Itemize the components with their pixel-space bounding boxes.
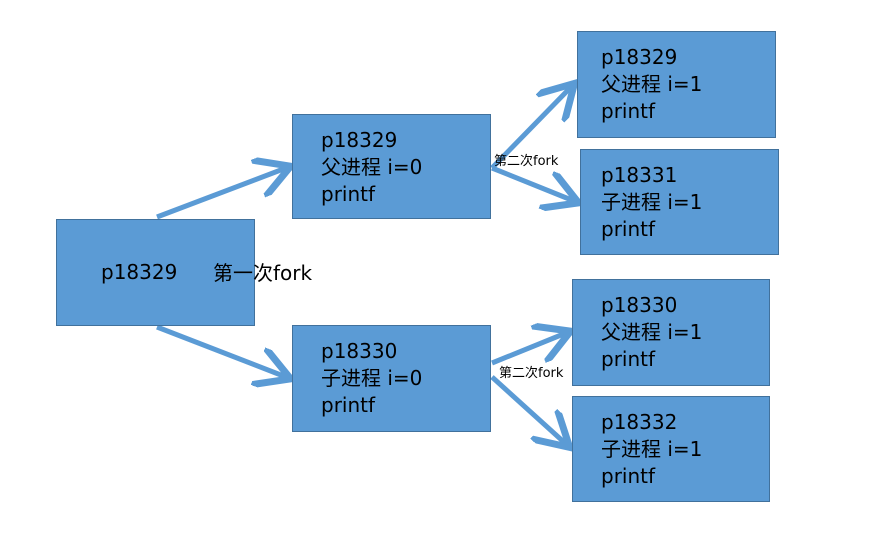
level1-child-node: p18330 子进程 i=0 printf — [292, 325, 491, 432]
node-action: printf — [321, 182, 376, 206]
arrow-l1p-to-l2-b — [491, 165, 574, 201]
node-pid: p18329 — [321, 128, 398, 152]
node-action: printf — [601, 217, 656, 241]
node-pid: p18329 — [601, 45, 678, 69]
node-action: printf — [601, 347, 656, 371]
node-role: 父进程 i=0 — [321, 155, 423, 179]
arrow-root-to-l1-parent — [156, 168, 286, 220]
level2-node-a: p18329 父进程 i=1 printf — [577, 31, 776, 138]
level2-node-d: p18332 子进程 i=1 printf — [572, 396, 770, 502]
node-role: 子进程 i=1 — [601, 190, 703, 214]
second-fork-label-bottom: 第二次fork — [499, 366, 564, 381]
node-pid: p18331 — [601, 163, 678, 187]
second-fork-label-top: 第二次fork — [494, 154, 559, 169]
node-pid: p18332 — [601, 410, 678, 434]
level1-parent-node: p18329 父进程 i=0 printf — [292, 114, 491, 219]
node-action: printf — [601, 99, 656, 123]
root-process-node: p18329 — [56, 219, 255, 326]
node-role: 父进程 i=1 — [601, 320, 703, 344]
arrow-root-to-l1-child — [156, 324, 286, 377]
node-action: printf — [321, 393, 376, 417]
arrow-l1c-to-l2-d — [490, 375, 566, 444]
node-action: printf — [601, 464, 656, 488]
node-pid: p18330 — [601, 293, 678, 317]
root-process-pid: p18329 — [101, 260, 178, 284]
first-fork-label: 第一次fork — [213, 261, 313, 285]
node-role: 父进程 i=1 — [601, 72, 703, 96]
arrow-l1c-to-l2-c — [491, 333, 566, 366]
node-pid: p18330 — [321, 339, 398, 363]
level2-node-c: p18330 父进程 i=1 printf — [572, 279, 770, 386]
level2-node-b: p18331 子进程 i=1 printf — [580, 149, 779, 255]
arrow-l1p-to-l2-a — [490, 87, 571, 170]
node-role: 子进程 i=1 — [601, 437, 703, 461]
node-role: 子进程 i=0 — [321, 366, 423, 390]
